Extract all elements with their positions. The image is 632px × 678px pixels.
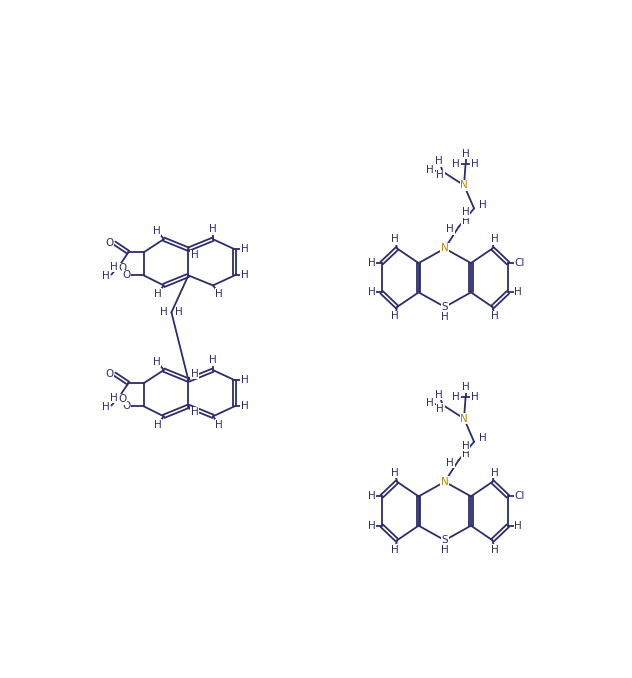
Text: H: H <box>514 521 522 531</box>
Text: H: H <box>191 369 198 379</box>
Text: H: H <box>368 287 375 298</box>
Text: H: H <box>471 392 478 402</box>
Text: H: H <box>427 165 434 175</box>
Text: H: H <box>436 403 444 414</box>
Text: O: O <box>123 271 131 281</box>
Text: S: S <box>442 535 448 545</box>
Text: H: H <box>446 224 454 234</box>
Text: H: H <box>491 311 499 321</box>
Text: O: O <box>118 264 126 273</box>
Text: H: H <box>462 207 470 217</box>
Text: H: H <box>478 199 487 210</box>
Text: H: H <box>110 262 118 272</box>
Text: H: H <box>368 521 375 531</box>
Text: H: H <box>191 407 198 418</box>
Text: H: H <box>368 492 375 502</box>
Text: H: H <box>436 170 444 180</box>
Text: H: H <box>491 544 499 555</box>
Text: H: H <box>153 226 161 236</box>
Text: H: H <box>241 375 248 385</box>
Text: N: N <box>441 243 449 254</box>
Text: O: O <box>106 238 114 248</box>
Text: H: H <box>209 355 217 365</box>
Text: H: H <box>102 271 110 281</box>
Text: H: H <box>441 545 449 555</box>
Text: H: H <box>435 390 442 400</box>
Text: H: H <box>216 289 223 299</box>
Text: H: H <box>175 307 183 317</box>
Text: O: O <box>118 395 126 404</box>
Text: H: H <box>216 420 223 430</box>
Text: H: H <box>154 289 161 299</box>
Text: H: H <box>241 401 248 412</box>
Text: H: H <box>191 250 198 260</box>
Text: S: S <box>442 302 448 312</box>
Text: H: H <box>435 157 442 166</box>
Text: H: H <box>453 392 460 402</box>
Text: H: H <box>391 234 399 244</box>
Text: O: O <box>106 369 114 379</box>
Text: H: H <box>209 224 217 234</box>
Text: H: H <box>462 449 470 459</box>
Text: H: H <box>446 458 454 468</box>
Text: H: H <box>462 148 470 159</box>
Text: H: H <box>491 234 499 244</box>
Text: H: H <box>391 468 399 477</box>
Text: H: H <box>462 216 470 226</box>
Text: Cl: Cl <box>514 492 525 502</box>
Text: H: H <box>441 312 449 322</box>
Text: Cl: Cl <box>514 258 525 268</box>
Text: H: H <box>427 398 434 408</box>
Text: H: H <box>462 441 470 451</box>
Text: H: H <box>368 258 375 268</box>
Text: H: H <box>160 307 167 317</box>
Text: H: H <box>514 287 522 298</box>
Text: O: O <box>123 401 131 412</box>
Text: H: H <box>471 159 478 169</box>
Text: H: H <box>154 420 161 430</box>
Text: N: N <box>441 477 449 487</box>
Text: H: H <box>462 382 470 392</box>
Text: H: H <box>453 159 460 169</box>
Text: H: H <box>110 393 118 403</box>
Text: H: H <box>102 402 110 412</box>
Text: H: H <box>391 544 399 555</box>
Text: H: H <box>241 244 248 254</box>
Text: N: N <box>460 414 468 424</box>
Text: H: H <box>391 311 399 321</box>
Text: N: N <box>460 180 468 191</box>
Text: H: H <box>241 271 248 281</box>
Text: H: H <box>491 468 499 477</box>
Text: H: H <box>478 433 487 443</box>
Text: H: H <box>153 357 161 367</box>
